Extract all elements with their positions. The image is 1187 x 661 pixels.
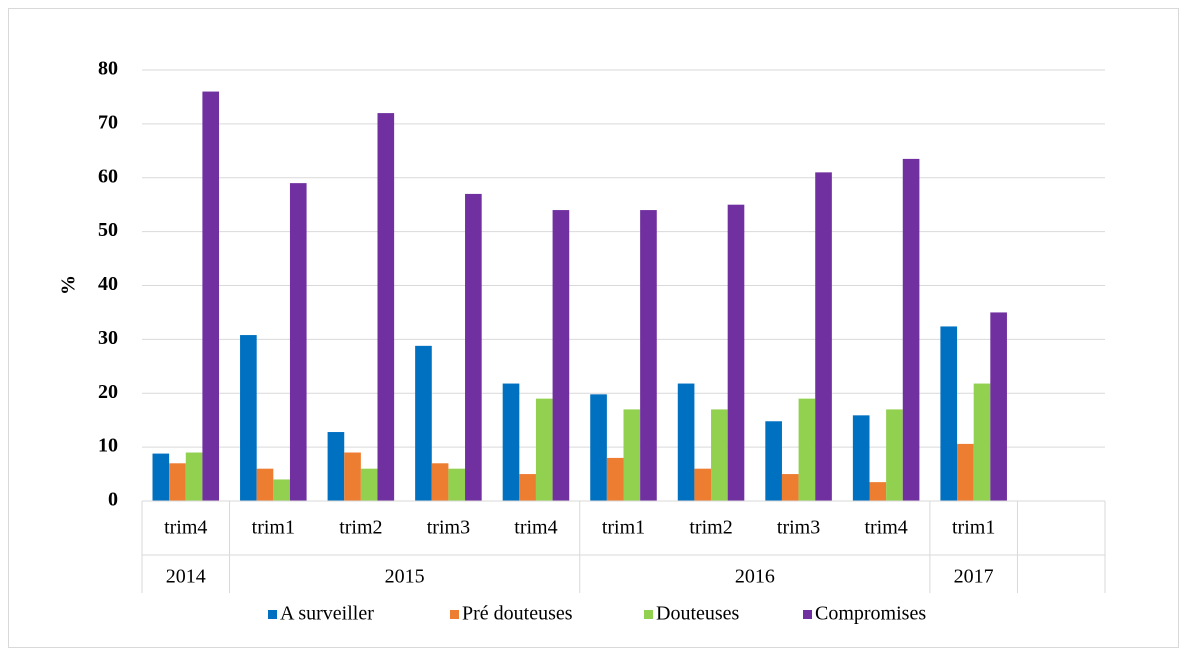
x-tick-label: trim2 [339, 517, 382, 539]
bar [798, 398, 816, 501]
x-tick-label: trim3 [427, 517, 470, 539]
group-label: 2015 [385, 566, 425, 588]
bar [940, 326, 958, 501]
y-axis-label: % [58, 275, 80, 295]
bar [727, 204, 745, 501]
bar [535, 398, 553, 501]
bar [694, 468, 712, 501]
bar [256, 468, 274, 501]
legend-label: Compromises [815, 603, 926, 625]
bar [431, 463, 449, 501]
x-tick-label: trim1 [952, 517, 995, 539]
bar [640, 210, 657, 501]
legend-swatch [644, 610, 653, 619]
bar [289, 183, 307, 501]
bar [623, 409, 641, 501]
y-tick-label: 60 [98, 165, 118, 187]
bar [973, 383, 991, 501]
bar [502, 383, 520, 501]
x-tick-label: trim4 [864, 517, 907, 539]
x-tick-label: trim4 [164, 517, 207, 539]
legend-label: Pré douteuses [462, 603, 573, 625]
x-tick-label: trim1 [252, 517, 295, 539]
legend-label: A surveiller [280, 603, 374, 625]
bar [815, 172, 832, 502]
bar [677, 383, 695, 501]
legend-swatch [268, 610, 277, 619]
bar [711, 409, 728, 501]
bar [552, 210, 570, 501]
bar [327, 432, 345, 501]
bar [360, 468, 378, 501]
bar [185, 452, 203, 501]
x-tick-label: trim4 [514, 517, 557, 539]
bar [957, 443, 974, 501]
bar [765, 421, 782, 501]
bar [852, 415, 870, 501]
bar [590, 394, 607, 501]
bar [465, 193, 482, 501]
bar [344, 452, 361, 501]
bar [902, 158, 920, 502]
bar [273, 479, 290, 501]
legend-label: Douteuses [656, 603, 740, 625]
group-label: 2014 [166, 566, 206, 588]
x-tick-label: trim1 [602, 517, 645, 539]
y-tick-label: 40 [98, 273, 118, 295]
y-tick-label: 10 [98, 435, 118, 457]
bar [781, 474, 799, 501]
y-tick-label: 50 [98, 219, 118, 241]
bar [152, 453, 170, 501]
legend-swatch [450, 610, 459, 619]
legend-swatch [803, 610, 812, 619]
bar [448, 468, 466, 501]
y-tick-label: 80 [98, 58, 118, 80]
bar [990, 312, 1007, 501]
y-tick-label: 30 [98, 327, 118, 349]
x-tick-label: trim3 [777, 517, 820, 539]
bar [202, 91, 220, 502]
bar [519, 474, 536, 501]
group-label: 2016 [735, 566, 775, 588]
bar [869, 482, 887, 501]
bar [169, 463, 186, 501]
y-tick-label: 0 [108, 489, 118, 511]
x-tick-label: trim2 [689, 517, 732, 539]
group-label: 2017 [954, 566, 994, 588]
bar [606, 457, 624, 501]
bar [886, 409, 903, 501]
y-tick-label: 70 [98, 111, 118, 133]
bar [415, 345, 432, 501]
y-tick-label: 20 [98, 381, 118, 403]
bar [377, 113, 395, 501]
bar [240, 335, 257, 501]
